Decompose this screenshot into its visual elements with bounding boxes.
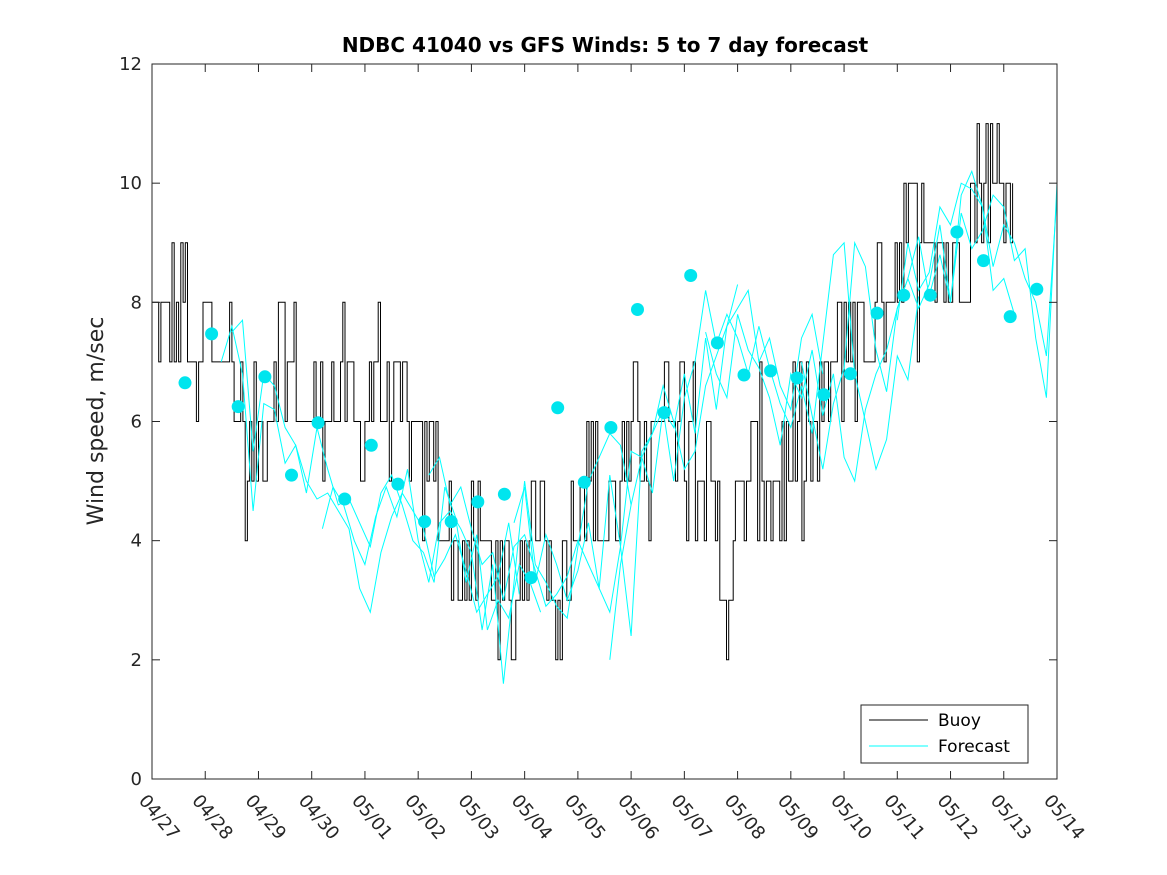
forecast-point — [231, 400, 245, 414]
x-tick-label: 05/12 — [933, 791, 982, 844]
forecast-point — [471, 495, 485, 509]
x-tick-label: 05/08 — [720, 791, 769, 844]
forecast-point — [870, 306, 884, 320]
x-tick-label: 05/11 — [879, 791, 928, 844]
forecast-point — [577, 475, 591, 489]
forecast-line — [705, 169, 1015, 483]
forecast-point — [205, 327, 219, 341]
forecast-point — [1030, 282, 1044, 296]
forecast-point — [950, 225, 964, 239]
y-tick-label: 12 — [119, 54, 142, 75]
x-tick-label: 05/06 — [613, 791, 662, 844]
x-tick-label: 05/09 — [773, 791, 822, 844]
x-tick-label: 05/02 — [400, 791, 449, 844]
x-tick-label: 05/14 — [1039, 791, 1088, 844]
forecast-point — [657, 406, 671, 420]
forecast-series — [220, 169, 1058, 684]
x-tick-label: 05/04 — [507, 791, 556, 844]
forecast-point — [817, 388, 831, 402]
x-tick-label: 04/27 — [134, 791, 183, 844]
forecast-point — [391, 477, 405, 491]
x-tick-label: 05/01 — [347, 791, 396, 844]
legend: Buoy Forecast — [860, 704, 1029, 764]
y-tick-label: 10 — [119, 173, 142, 194]
forecast-line — [231, 318, 542, 631]
forecast-point — [843, 367, 857, 381]
x-tick-label: 05/07 — [667, 791, 716, 844]
legend-label-buoy: Buoy — [938, 711, 981, 731]
y-tick-label: 4 — [131, 531, 142, 552]
forecast-line — [428, 284, 739, 637]
forecast-line — [321, 432, 632, 684]
forecast-point — [444, 515, 458, 529]
forecast-point — [418, 515, 432, 529]
forecast-point — [764, 364, 778, 378]
forecast-point — [258, 370, 272, 384]
forecast-point — [737, 368, 751, 382]
y-tick-label: 0 — [131, 769, 142, 790]
chart-title: NDBC 41040 vs GFS Winds: 5 to 7 day fore… — [342, 33, 869, 57]
y-axis-label: Wind speed, m/sec — [84, 317, 109, 526]
forecast-point — [923, 288, 937, 302]
y-tick-label: 8 — [131, 292, 142, 313]
forecast-point — [1003, 310, 1017, 324]
forecast-line — [220, 324, 520, 614]
forecast-point — [551, 401, 565, 415]
forecast-point — [285, 468, 298, 482]
legend-label-forecast: Forecast — [938, 737, 1010, 757]
x-tick-label: 05/05 — [560, 791, 609, 844]
forecast-point — [684, 269, 698, 282]
y-tick-label: 6 — [131, 412, 142, 433]
forecast-point — [364, 438, 378, 452]
forecast-point — [977, 254, 990, 268]
forecast-point — [790, 371, 804, 385]
x-tick-label: 04/28 — [187, 791, 236, 844]
legend-box — [860, 704, 1029, 764]
buoy-series — [152, 123, 1014, 661]
forecast-point — [338, 492, 352, 506]
forecast-point — [311, 416, 325, 430]
x-tick-label: 05/13 — [986, 791, 1035, 844]
x-tick-label: 04/30 — [294, 791, 343, 844]
forecast-point — [178, 376, 192, 390]
forecast-point — [604, 421, 618, 434]
forecast-point — [497, 487, 511, 501]
x-tick-label: 05/03 — [454, 791, 503, 844]
forecast-line — [513, 288, 824, 614]
forecast-point — [524, 571, 538, 585]
forecast-markers — [178, 225, 1044, 585]
forecast-point — [710, 336, 724, 350]
forecast-line — [896, 182, 1058, 357]
y-tick-label: 2 — [131, 650, 142, 671]
forecast-point — [631, 303, 644, 316]
forecast-point — [897, 288, 911, 302]
x-tick-label: 04/29 — [241, 791, 290, 844]
x-tick-label: 05/10 — [826, 791, 875, 844]
buoy-line — [152, 123, 1014, 661]
forecast-line — [801, 183, 1058, 470]
